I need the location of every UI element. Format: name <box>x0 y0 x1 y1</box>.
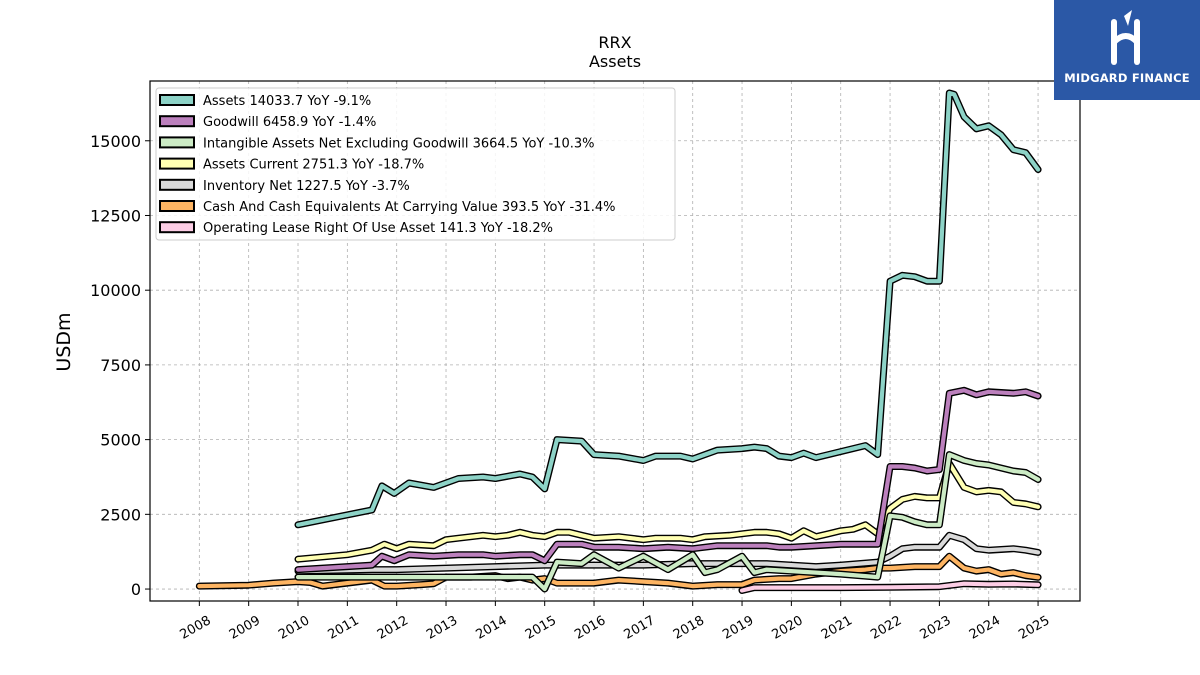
y-axis-label: USDm <box>53 312 75 371</box>
y-tick-label: 15000 <box>90 132 141 151</box>
x-tick-label: 2009 <box>227 613 263 643</box>
legend-swatch <box>159 221 195 234</box>
x-axis: 2008 2009 2010 2011 2012 2013 2014 2015 2016 2017… <box>178 601 1052 643</box>
legend-entry: Cash And Cash Equivalents At Carrying Va… <box>203 200 615 215</box>
y-tick-label: 0 <box>131 580 141 599</box>
y-tick-label: 5000 <box>100 431 141 450</box>
series-line-operating-lease-right-of-use-asset <box>739 581 1041 593</box>
x-tick-label: 2008 <box>178 613 214 643</box>
y-tick-label: 2500 <box>100 505 141 524</box>
legend-entry: Goodwill 6458.9 YoY -1.4% <box>203 115 376 130</box>
series-line-cash-and-cash-equivalents-at-carrying-value <box>197 554 1041 589</box>
legend-box <box>155 87 676 241</box>
x-tick-label: 2021 <box>819 613 855 643</box>
y-tick-label: 12500 <box>90 206 141 225</box>
x-tick-label: 2012 <box>375 613 411 643</box>
legend-swatch <box>159 136 195 149</box>
series-line-assets-current <box>295 461 1041 562</box>
x-tick-label: 2018 <box>671 613 707 643</box>
legend-entry: Assets 14033.7 YoY -9.1% <box>203 94 371 109</box>
chart-title: RRX <box>598 33 631 52</box>
x-tick-label: 2019 <box>720 613 756 643</box>
legend-entry: Operating Lease Right Of Use Asset 141.3… <box>203 221 553 236</box>
x-tick-label: 2022 <box>868 613 904 643</box>
x-tick-label: 2015 <box>523 613 559 643</box>
x-tick-label: 2024 <box>967 613 1003 643</box>
brand-logo: MIDGARD FINANCE <box>1054 0 1200 100</box>
series-line-inventory-net <box>295 533 1041 574</box>
x-tick-label: 2020 <box>770 613 806 643</box>
x-tick-label: 2017 <box>622 613 658 643</box>
chart-subtitle: Assets <box>589 52 641 71</box>
legend-swatch <box>159 200 195 212</box>
series-line-goodwill <box>295 388 1041 572</box>
x-tick-label: 2016 <box>572 613 608 643</box>
brand-name: MIDGARD FINANCE <box>1064 71 1190 85</box>
y-tick-label: 7500 <box>100 356 141 375</box>
x-tick-label: 2014 <box>474 613 510 643</box>
x-tick-label: 2023 <box>918 613 954 643</box>
legend-swatch <box>159 157 195 170</box>
legend-swatch <box>159 115 195 128</box>
y-tick-label: 10000 <box>90 281 141 300</box>
x-tick-label: 2011 <box>326 613 362 643</box>
series-line-assets <box>295 90 1041 527</box>
legend-entry: Assets Current 2751.3 YoY -18.7% <box>203 158 424 173</box>
x-tick-label: 2010 <box>276 613 312 643</box>
series-lines <box>195 89 1042 594</box>
legend-entry: Inventory Net 1227.5 YoY -3.7% <box>203 179 410 194</box>
legend-swatch <box>159 178 195 191</box>
x-tick-label: 2013 <box>424 613 460 643</box>
series-line-intangible-assets-net-excluding-goodwill <box>295 452 1041 592</box>
legend-entry: Intangible Assets Net Excluding Goodwill… <box>203 136 594 151</box>
y-axis: 0 2500 5000 7500 10000 12500 15000 <box>90 132 150 599</box>
midgard-logo-icon <box>1111 10 1140 65</box>
x-tick-label: 2025 <box>1016 613 1052 643</box>
plot-area-frame <box>149 80 1081 602</box>
legend-swatch <box>159 94 195 106</box>
legend: Assets 14033.7 YoY -9.1% Goodwill 6458.9 … <box>155 87 676 241</box>
